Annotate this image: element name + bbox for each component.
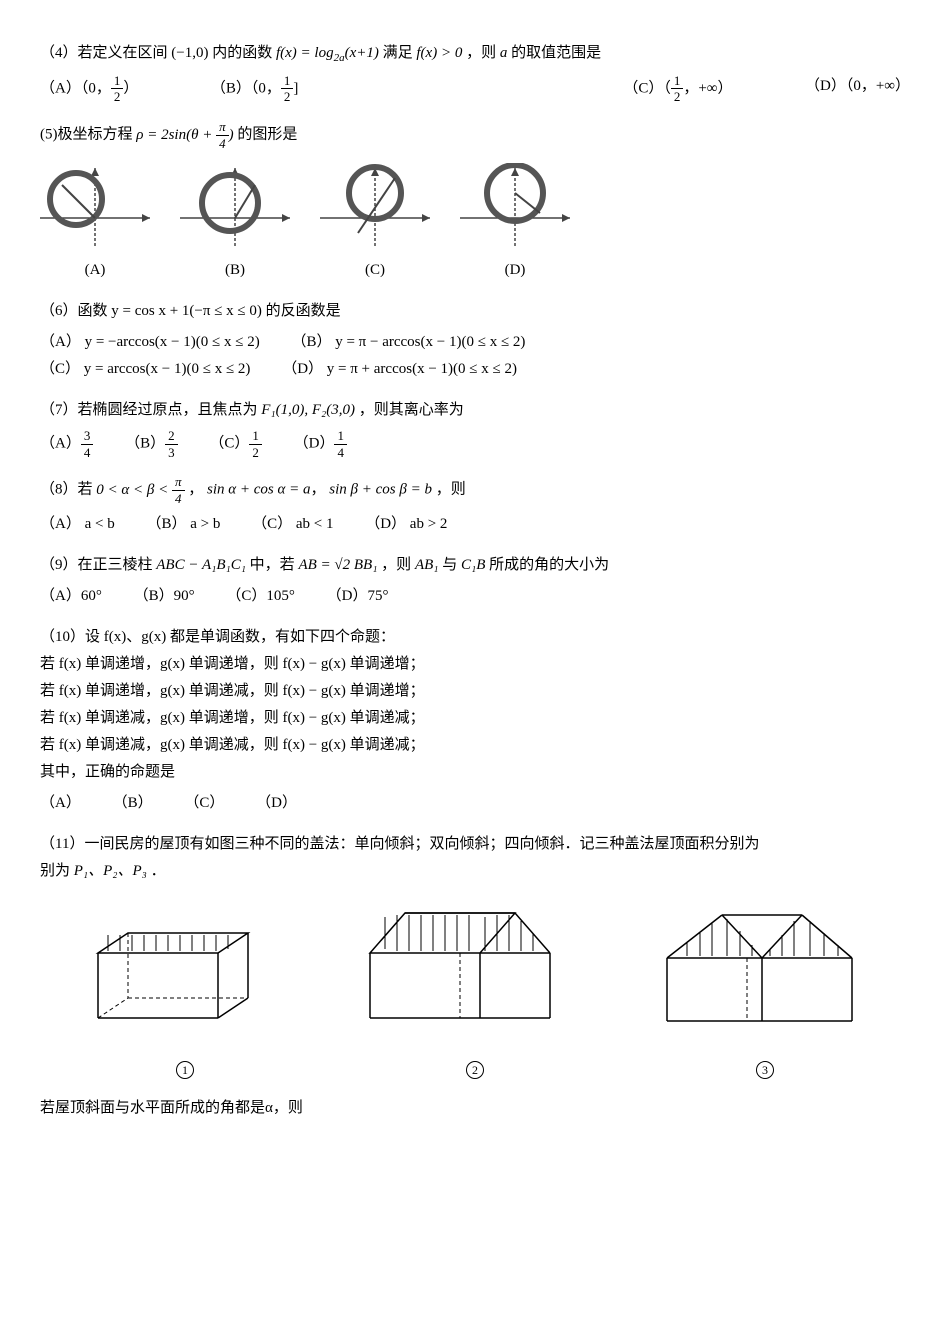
q4-stem-c: 满足 <box>383 45 413 61</box>
q5-figures <box>40 163 910 253</box>
roof-label-3: 3 <box>756 1061 774 1079</box>
q10-option-a: （A） <box>40 790 81 817</box>
question-11: （11）一间民房的屋顶有如图三种不同的盖法：单向倾斜；双向倾斜；四向倾斜．记三种… <box>40 831 910 1122</box>
q4-var: a <box>500 45 508 61</box>
q4-option-c: （C）（12，+∞） <box>623 73 732 105</box>
q5-fig-labels: (A) (B) (C) (D) <box>40 257 910 284</box>
q9-stem-a: （9）在正三棱柱 <box>40 557 153 573</box>
q6-option-c: （C） y = arccos(x − 1)(0 ≤ x ≤ 2) <box>40 356 250 383</box>
q7-option-a: （A）34 <box>40 428 93 460</box>
roof-fig-1 <box>78 903 278 1053</box>
q9-eq: AB = √2 BB₁ <box>298 557 377 573</box>
q11-period: ． <box>151 863 166 879</box>
q6-option-d: （D） y = π + arccos(x − 1)(0 ≤ x ≤ 2) <box>282 356 517 383</box>
q7-option-d: （D）14 <box>294 428 347 460</box>
q5-eq: ρ = 2sin(θ + π4) <box>136 127 237 143</box>
q10-options: （A） （B） （C） （D） <box>40 790 910 817</box>
q4-stem-e: 的取值范围是 <box>511 45 601 61</box>
question-7: （7）若椭圆经过原点，且焦点为 F₁(1,0), F₂(3,0) ，则其离心率为… <box>40 397 910 460</box>
q5-fig-a <box>40 163 150 253</box>
question-9: （9）在正三棱柱 ABC − A₁B₁C₁ 中，若 AB = √2 BB₁ ，则… <box>40 552 910 610</box>
q8-eq2: sin β + cos β = b <box>329 482 432 498</box>
q6-option-b: （B） y = π − arccos(x − 1)(0 ≤ x ≤ 2) <box>291 329 525 356</box>
q5-label-c: (C) <box>320 257 430 284</box>
q9-prism: ABC − A₁B₁C₁ <box>156 557 246 573</box>
q5-label-d: (D) <box>460 257 570 284</box>
q9-option-c: （C）105° <box>226 583 295 610</box>
q10-option-d: （D） <box>256 790 297 817</box>
q4-stem-a: （4）若定义在区间 <box>40 45 168 61</box>
question-5: (5)极坐标方程 ρ = 2sin(θ + π4) 的图形是 <box>40 119 910 284</box>
roof-label-2: 2 <box>466 1061 484 1079</box>
q7-stem-b: ，则其离心率为 <box>359 402 464 418</box>
question-6: （6）函数 y = cos x + 1(−π ≤ x ≤ 0) 的反函数是 （A… <box>40 298 910 383</box>
q10-option-c: （C） <box>184 790 224 817</box>
q8-options: （A） a < b （B） a > b （C） ab < 1 （D） ab > … <box>40 511 910 538</box>
q9-line1: AB₁ <box>415 557 439 573</box>
q8-eq1: sin α + cos α = a <box>207 482 311 498</box>
q9-stem-d: 与 <box>442 557 457 573</box>
roof-fig-2 <box>355 903 575 1053</box>
q9-options: （A）60° （B）90° （C）105° （D）75° <box>40 583 910 610</box>
q5-stem-a: (5)极坐标方程 <box>40 127 133 143</box>
q11-vars: P₁、P₂、P₃ <box>74 863 147 879</box>
q9-stem-b: 中，若 <box>250 557 295 573</box>
q9-option-d: （D）75° <box>327 583 389 610</box>
q4-fn: f(x) = log2a(x+1) <box>276 45 383 61</box>
q8-cond: 0 < α < β < π4 <box>96 482 188 498</box>
q8-option-d: （D） ab > 2 <box>365 511 447 538</box>
q10-stem: （10）设 f(x)、g(x) 都是单调函数，有如下四个命题： <box>40 624 910 651</box>
q10-p3: 若 f(x) 单调递减，g(x) 单调递增，则 f(x) − g(x) 单调递减… <box>40 705 910 732</box>
q10-p4: 若 f(x) 单调递减，g(x) 单调递减，则 f(x) − g(x) 单调递减… <box>40 732 910 759</box>
q4-option-a: （A）（0，12） <box>40 73 138 105</box>
q6-option-a: （A） y = −arccos(x − 1)(0 ≤ x ≤ 2) <box>40 329 260 356</box>
roof-fig-3 <box>652 903 872 1053</box>
q4-option-b: （B）（0，12] <box>211 73 299 105</box>
q4-stem-b: 内的函数 <box>212 45 272 61</box>
q5-fig-d <box>460 163 570 253</box>
question-10: （10）设 f(x)、g(x) 都是单调函数，有如下四个命题： 若 f(x) 单… <box>40 624 910 817</box>
q9-stem-e: 所成的角的大小为 <box>489 557 609 573</box>
q7-options: （A）34 （B）23 （C）12 （D）14 <box>40 428 910 460</box>
q8-option-c: （C） ab < 1 <box>252 511 333 538</box>
q10-option-b: （B） <box>113 790 153 817</box>
q9-line2: C₁B <box>461 557 485 573</box>
q5-label-a: (A) <box>40 257 150 284</box>
q10-p2: 若 f(x) 单调递增，g(x) 单调递减，则 f(x) − g(x) 单调递增… <box>40 678 910 705</box>
q9-option-b: （B）90° <box>134 583 195 610</box>
q10-tail: 其中，正确的命题是 <box>40 759 910 786</box>
question-8: （8）若 0 < α < β < π4 ， sin α + cos α = a，… <box>40 474 910 537</box>
question-4: （4）若定义在区间 (−1,0) 内的函数 f(x) = log2a(x+1) … <box>40 40 910 105</box>
q11-stem-a: （11）一间民房的屋顶有如图三种不同的盖法：单向倾斜；双向倾斜；四向倾斜．记三种… <box>40 836 759 852</box>
q7-option-c: （C）12 <box>209 428 262 460</box>
q7-stem-a: （7）若椭圆经过原点，且焦点为 <box>40 402 258 418</box>
roof-label-1: 1 <box>176 1061 194 1079</box>
q6-options: （A） y = −arccos(x − 1)(0 ≤ x ≤ 2) （B） y … <box>40 329 910 383</box>
q7-option-b: （B）23 <box>125 428 178 460</box>
q11-figures <box>40 903 910 1053</box>
q8-option-a: （A） a < b <box>40 511 115 538</box>
q5-label-b: (B) <box>180 257 290 284</box>
q7-foci: F₁(1,0), F₂(3,0) <box>261 402 355 418</box>
q8-option-b: （B） a > b <box>146 511 220 538</box>
q9-option-a: （A）60° <box>40 583 102 610</box>
q4-stem-d: ，则 <box>466 45 496 61</box>
q8-stem-b: ，则 <box>436 482 466 498</box>
q4-options: （A）（0，12） （B）（0，12] （C）（12，+∞） （D）（0，+∞） <box>40 73 910 105</box>
q5-fig-c <box>320 163 430 253</box>
q5-fig-b <box>180 163 290 253</box>
q5-stem-b: 的图形是 <box>237 127 297 143</box>
q11-vars-label: 别为 <box>40 863 70 879</box>
q8-stem-a: （8）若 <box>40 482 93 498</box>
q11-fig-labels: 1 2 3 <box>40 1061 910 1079</box>
q11-tail: 若屋顶斜面与水平面所成的角都是α，则 <box>40 1095 910 1122</box>
q6-stem: （6）函数 y = cos x + 1(−π ≤ x ≤ 0) 的反函数是 <box>40 298 910 325</box>
q9-stem-c: ，则 <box>381 557 411 573</box>
q4-interval: (−1,0) <box>171 45 208 61</box>
q10-p1: 若 f(x) 单调递增，g(x) 单调递增，则 f(x) − g(x) 单调递增… <box>40 651 910 678</box>
q4-option-d: （D）（0，+∞） <box>805 73 910 105</box>
q4-cond: f(x) > 0 <box>416 45 462 61</box>
